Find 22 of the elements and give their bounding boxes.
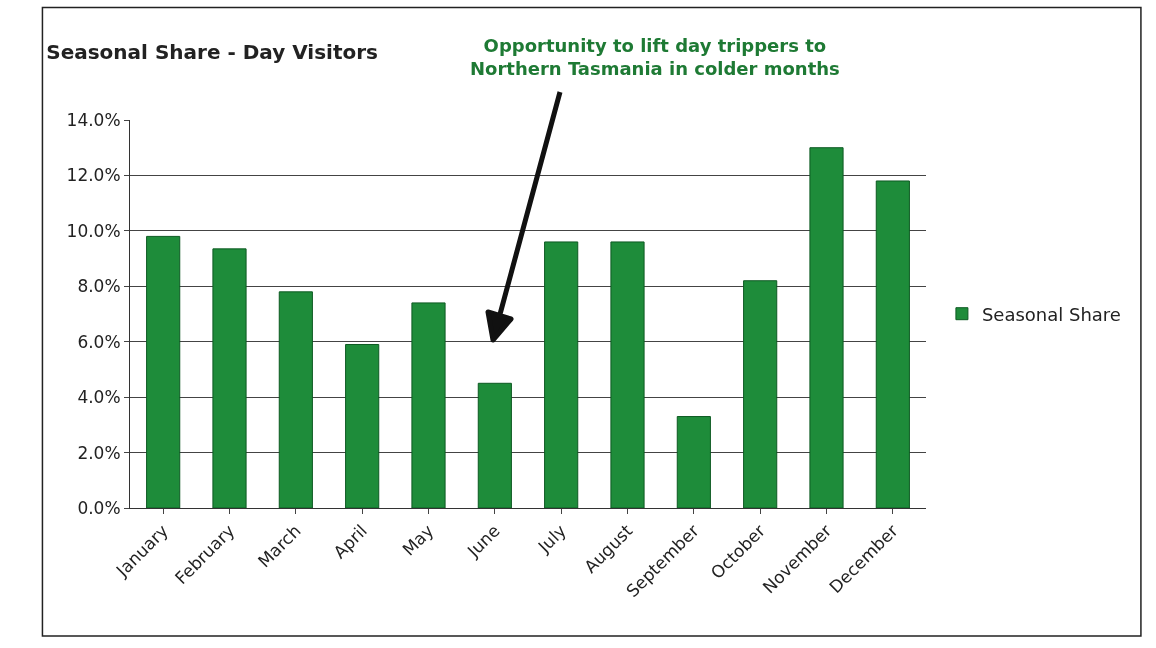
y-tick-label: 12.0% <box>66 165 121 186</box>
bar <box>809 147 844 508</box>
bar <box>212 248 247 508</box>
y-tick-label: 14.0% <box>66 109 121 130</box>
bar <box>146 235 181 508</box>
bar <box>676 416 711 508</box>
bar <box>278 291 313 508</box>
y-tick-label: 6.0% <box>77 331 121 352</box>
bar <box>743 280 778 508</box>
chart-title: Seasonal Share - Day Visitors <box>46 40 378 65</box>
bar <box>345 343 380 508</box>
bar <box>411 302 446 508</box>
text: Opportunity to lift day trippers to Northern Tasmania in colder months <box>470 35 840 80</box>
bar <box>477 382 512 508</box>
y-tick-label: 2.0% <box>77 442 121 463</box>
bar <box>610 241 645 508</box>
bar <box>875 180 910 508</box>
y-tick-label: 4.0% <box>77 387 121 408</box>
y-tick-label: 0.0% <box>77 497 121 518</box>
y-tick-label: 8.0% <box>77 276 121 297</box>
legend-label: Seasonal Share <box>981 303 1121 325</box>
y-tick-label: 10.0% <box>66 220 121 241</box>
